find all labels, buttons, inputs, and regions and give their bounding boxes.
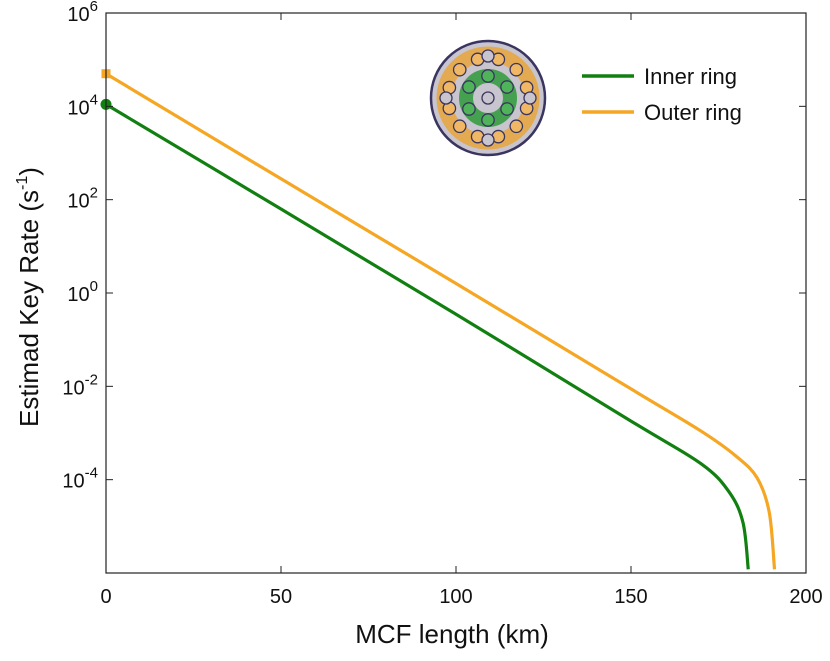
y-tick-base: 10	[67, 284, 89, 306]
unused-core	[481, 49, 495, 63]
inner-core	[500, 102, 514, 116]
y-axis-title-sup: -1	[14, 176, 31, 190]
legend: Inner ring Outer ring	[582, 64, 742, 125]
y-axis-title: Estimad Key Rate (s-1)	[14, 167, 44, 427]
y-axis-title-close: )	[14, 167, 44, 176]
y-tick-base: 10	[67, 191, 89, 213]
outer-core	[509, 119, 524, 134]
outer-core	[452, 119, 467, 134]
inner-core	[462, 102, 476, 116]
y-tick-base: 10	[62, 471, 84, 493]
y-tick-label-0: 106	[67, 0, 98, 26]
x-tick-label-3: 150	[614, 586, 647, 608]
y-tick-exponent: 0	[90, 278, 98, 295]
x-axis-title: MCF length (km)	[355, 619, 549, 649]
y-tick-label-5: 10-4	[62, 465, 98, 493]
y-tick-label-4: 10-2	[62, 371, 98, 399]
unused-core	[481, 133, 495, 147]
unused-core	[523, 91, 537, 105]
y-tick-exponent: 2	[90, 185, 98, 202]
center-core	[481, 91, 495, 105]
y-tick-label-3: 100	[67, 278, 98, 306]
y-tick-label-2: 102	[67, 185, 98, 213]
y-tick-exponent: -4	[85, 465, 98, 482]
legend-label-0: Inner ring	[644, 64, 737, 89]
x-tick-label-2: 100	[439, 586, 472, 608]
y-axis-title-main: Estimad Key Rate (s	[14, 190, 44, 427]
x-ticks: 0 50 100 150 200	[100, 13, 823, 608]
y-tick-base: 10	[67, 97, 89, 119]
series-line-0	[105, 103, 750, 570]
x-tick-label-1: 50	[270, 586, 292, 608]
inner-core	[481, 113, 495, 127]
y-tick-base: 10	[67, 4, 89, 26]
outer-core	[509, 62, 524, 77]
inner-core	[481, 69, 495, 83]
series-line-1	[105, 72, 777, 570]
fiber-inset	[429, 39, 547, 157]
series-layer	[100, 69, 777, 570]
x-tick-label-0: 0	[100, 586, 111, 608]
y-tick-exponent: 6	[90, 0, 98, 15]
legend-label-1: Outer ring	[644, 100, 742, 125]
x-tick-label-4: 200	[789, 586, 822, 608]
unused-core	[439, 91, 453, 105]
inner-core	[462, 80, 476, 94]
y-tick-exponent: -2	[85, 371, 98, 388]
y-tick-base: 10	[62, 377, 84, 399]
y-tick-exponent: 4	[90, 91, 98, 108]
outer-core	[452, 62, 467, 77]
inner-core	[500, 80, 514, 94]
y-tick-label-1: 104	[67, 91, 98, 119]
